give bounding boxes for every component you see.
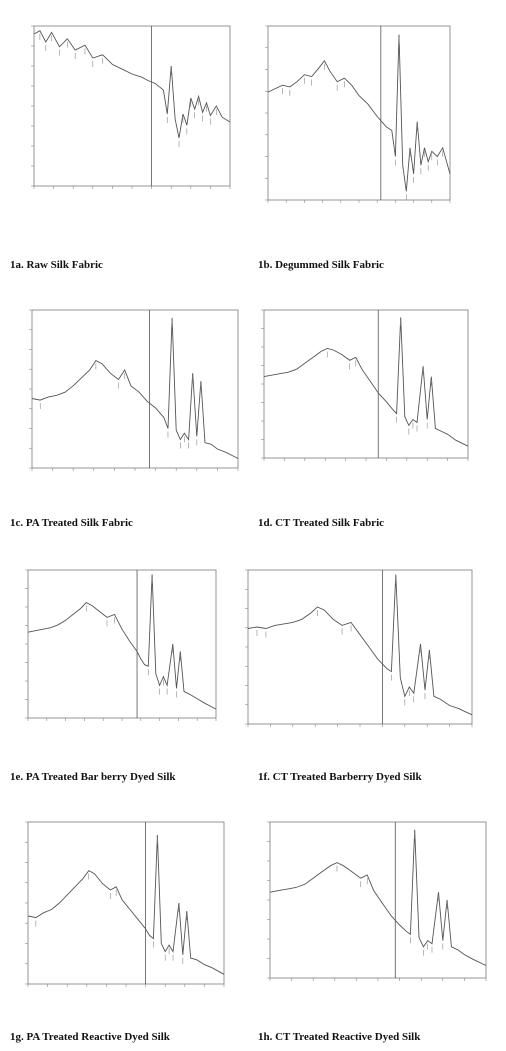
chart-svg-1e (25, 569, 217, 721)
spectrum-line (33, 30, 231, 139)
chart-caption-1h: 1h. CT Treated Reactive Dyed Silk (258, 1031, 421, 1043)
chart-caption-1e: 1e. PA Treated Bar berry Dyed Silk (10, 771, 176, 783)
chart-svg-1b (265, 25, 451, 203)
spectrum-line (263, 317, 469, 447)
chart-caption-1f: 1f. CT Treated Barberry Dyed Silk (258, 771, 422, 783)
plot-frame (267, 25, 451, 201)
chart-panel-1e (20, 566, 220, 728)
chart-panel-1g (20, 818, 228, 994)
chart-svg-1a (31, 25, 231, 189)
spectrum-line (31, 317, 239, 459)
chart-caption-1g: 1g. PA Treated Reactive Dyed Silk (10, 1031, 170, 1043)
chart-panel-1h (262, 818, 490, 988)
chart-caption-1b: 1b. Degummed Silk Fabric (258, 259, 384, 271)
chart-svg-1g (25, 821, 225, 987)
plot-frame (27, 821, 225, 985)
plot-frame (269, 821, 487, 979)
chart-caption-1a: 1a. Raw Silk Fabric (10, 259, 103, 271)
plot-frame (247, 569, 473, 725)
chart-panel-1a (26, 22, 234, 196)
plot-frame (263, 309, 469, 459)
spectrum-line (27, 834, 225, 975)
chart-svg-1f (245, 569, 473, 727)
spectrum-line (247, 574, 473, 716)
plot-frame (27, 569, 217, 719)
chart-panel-1d (256, 306, 472, 468)
spectrum-line (27, 574, 217, 710)
spectrum-line (269, 829, 487, 966)
chart-svg-1c (29, 309, 239, 471)
chart-caption-1c: 1c. PA Treated Silk Fabric (10, 517, 133, 529)
chart-panel-1b (260, 22, 454, 210)
chart-panel-1c (24, 306, 242, 478)
spectrum-line (267, 34, 451, 192)
chart-svg-1d (261, 309, 469, 461)
chart-svg-1h (267, 821, 487, 981)
chart-caption-1d: 1d. CT Treated Silk Fabric (258, 517, 385, 529)
chart-panel-1f (240, 566, 476, 734)
